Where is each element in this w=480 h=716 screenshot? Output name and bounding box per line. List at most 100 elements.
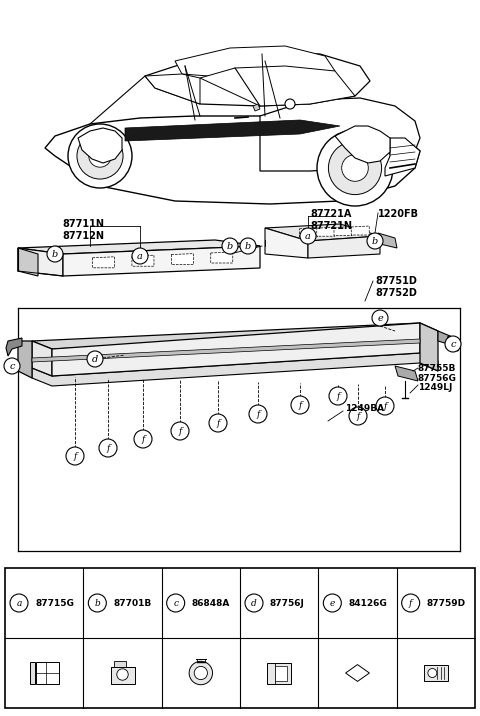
- Polygon shape: [253, 104, 260, 111]
- FancyBboxPatch shape: [275, 665, 287, 680]
- Circle shape: [189, 662, 213, 684]
- Circle shape: [329, 387, 347, 405]
- Text: 87701B: 87701B: [113, 599, 152, 607]
- Text: b: b: [372, 236, 378, 246]
- Polygon shape: [132, 255, 154, 266]
- Polygon shape: [446, 336, 460, 351]
- FancyBboxPatch shape: [5, 568, 475, 708]
- Circle shape: [68, 124, 132, 188]
- Polygon shape: [395, 366, 418, 381]
- Circle shape: [77, 133, 123, 179]
- Circle shape: [328, 141, 382, 195]
- Text: b: b: [245, 241, 251, 251]
- Text: 1220FB: 1220FB: [378, 209, 419, 219]
- Circle shape: [4, 358, 20, 374]
- Circle shape: [372, 310, 388, 326]
- Circle shape: [99, 439, 117, 457]
- Polygon shape: [78, 128, 122, 163]
- FancyBboxPatch shape: [30, 662, 36, 684]
- Text: a: a: [305, 231, 311, 241]
- Text: a: a: [16, 599, 22, 607]
- Circle shape: [285, 99, 295, 109]
- Polygon shape: [32, 339, 420, 362]
- Polygon shape: [45, 116, 420, 204]
- Polygon shape: [438, 331, 455, 346]
- Polygon shape: [334, 226, 352, 236]
- Circle shape: [249, 405, 267, 423]
- FancyBboxPatch shape: [113, 661, 125, 667]
- Text: e: e: [377, 314, 383, 322]
- Text: 87751D
87752D: 87751D 87752D: [375, 276, 417, 298]
- Text: f: f: [216, 418, 220, 427]
- Polygon shape: [346, 664, 370, 682]
- Text: 84126G: 84126G: [348, 599, 387, 607]
- Circle shape: [317, 130, 393, 206]
- Circle shape: [445, 336, 461, 352]
- Text: f: f: [384, 402, 387, 410]
- Text: 87715G: 87715G: [35, 599, 74, 607]
- Text: 87755B
87756G: 87755B 87756G: [418, 364, 457, 383]
- Circle shape: [87, 351, 103, 367]
- Circle shape: [194, 667, 207, 679]
- FancyBboxPatch shape: [110, 667, 134, 684]
- Polygon shape: [171, 253, 193, 265]
- Text: c: c: [9, 362, 15, 370]
- Polygon shape: [18, 341, 32, 378]
- Circle shape: [209, 414, 227, 432]
- Polygon shape: [6, 338, 22, 356]
- Polygon shape: [260, 98, 420, 171]
- Text: d: d: [92, 354, 98, 364]
- Circle shape: [47, 246, 63, 262]
- Polygon shape: [335, 126, 390, 163]
- Circle shape: [66, 447, 84, 465]
- Polygon shape: [18, 248, 63, 276]
- Polygon shape: [378, 233, 397, 248]
- Polygon shape: [63, 246, 260, 276]
- Circle shape: [300, 228, 316, 244]
- Polygon shape: [175, 46, 335, 78]
- Polygon shape: [93, 257, 115, 268]
- Text: 86848A: 86848A: [192, 599, 230, 607]
- Polygon shape: [145, 74, 200, 104]
- Circle shape: [240, 238, 256, 254]
- Text: f: f: [409, 599, 412, 607]
- Circle shape: [89, 145, 111, 168]
- Text: b: b: [227, 241, 233, 251]
- Circle shape: [132, 248, 148, 264]
- Circle shape: [428, 669, 437, 677]
- Polygon shape: [308, 236, 380, 258]
- Text: 87756J: 87756J: [270, 599, 305, 607]
- Polygon shape: [32, 323, 438, 349]
- Text: c: c: [450, 339, 456, 349]
- Circle shape: [349, 407, 367, 425]
- Text: b: b: [52, 249, 58, 258]
- Circle shape: [88, 594, 107, 612]
- Text: f: f: [356, 412, 360, 420]
- Text: f: f: [336, 392, 340, 400]
- Text: 1249BA: 1249BA: [345, 404, 384, 412]
- Polygon shape: [32, 341, 52, 376]
- Circle shape: [376, 397, 394, 415]
- FancyBboxPatch shape: [36, 662, 59, 684]
- Circle shape: [134, 430, 152, 448]
- Text: d: d: [251, 599, 257, 607]
- Polygon shape: [200, 66, 355, 106]
- Circle shape: [167, 594, 185, 612]
- Text: b: b: [95, 599, 100, 607]
- Circle shape: [245, 594, 263, 612]
- Circle shape: [367, 233, 383, 249]
- Text: 87759D: 87759D: [427, 599, 466, 607]
- Text: f: f: [298, 400, 302, 410]
- Circle shape: [222, 238, 238, 254]
- Polygon shape: [420, 323, 438, 371]
- Circle shape: [342, 155, 368, 181]
- Text: f: f: [141, 435, 144, 443]
- Circle shape: [10, 594, 28, 612]
- Circle shape: [402, 594, 420, 612]
- Polygon shape: [18, 248, 38, 276]
- Text: c: c: [173, 599, 178, 607]
- Polygon shape: [351, 226, 369, 235]
- Text: f: f: [106, 443, 110, 453]
- Polygon shape: [145, 51, 370, 106]
- FancyBboxPatch shape: [424, 665, 448, 681]
